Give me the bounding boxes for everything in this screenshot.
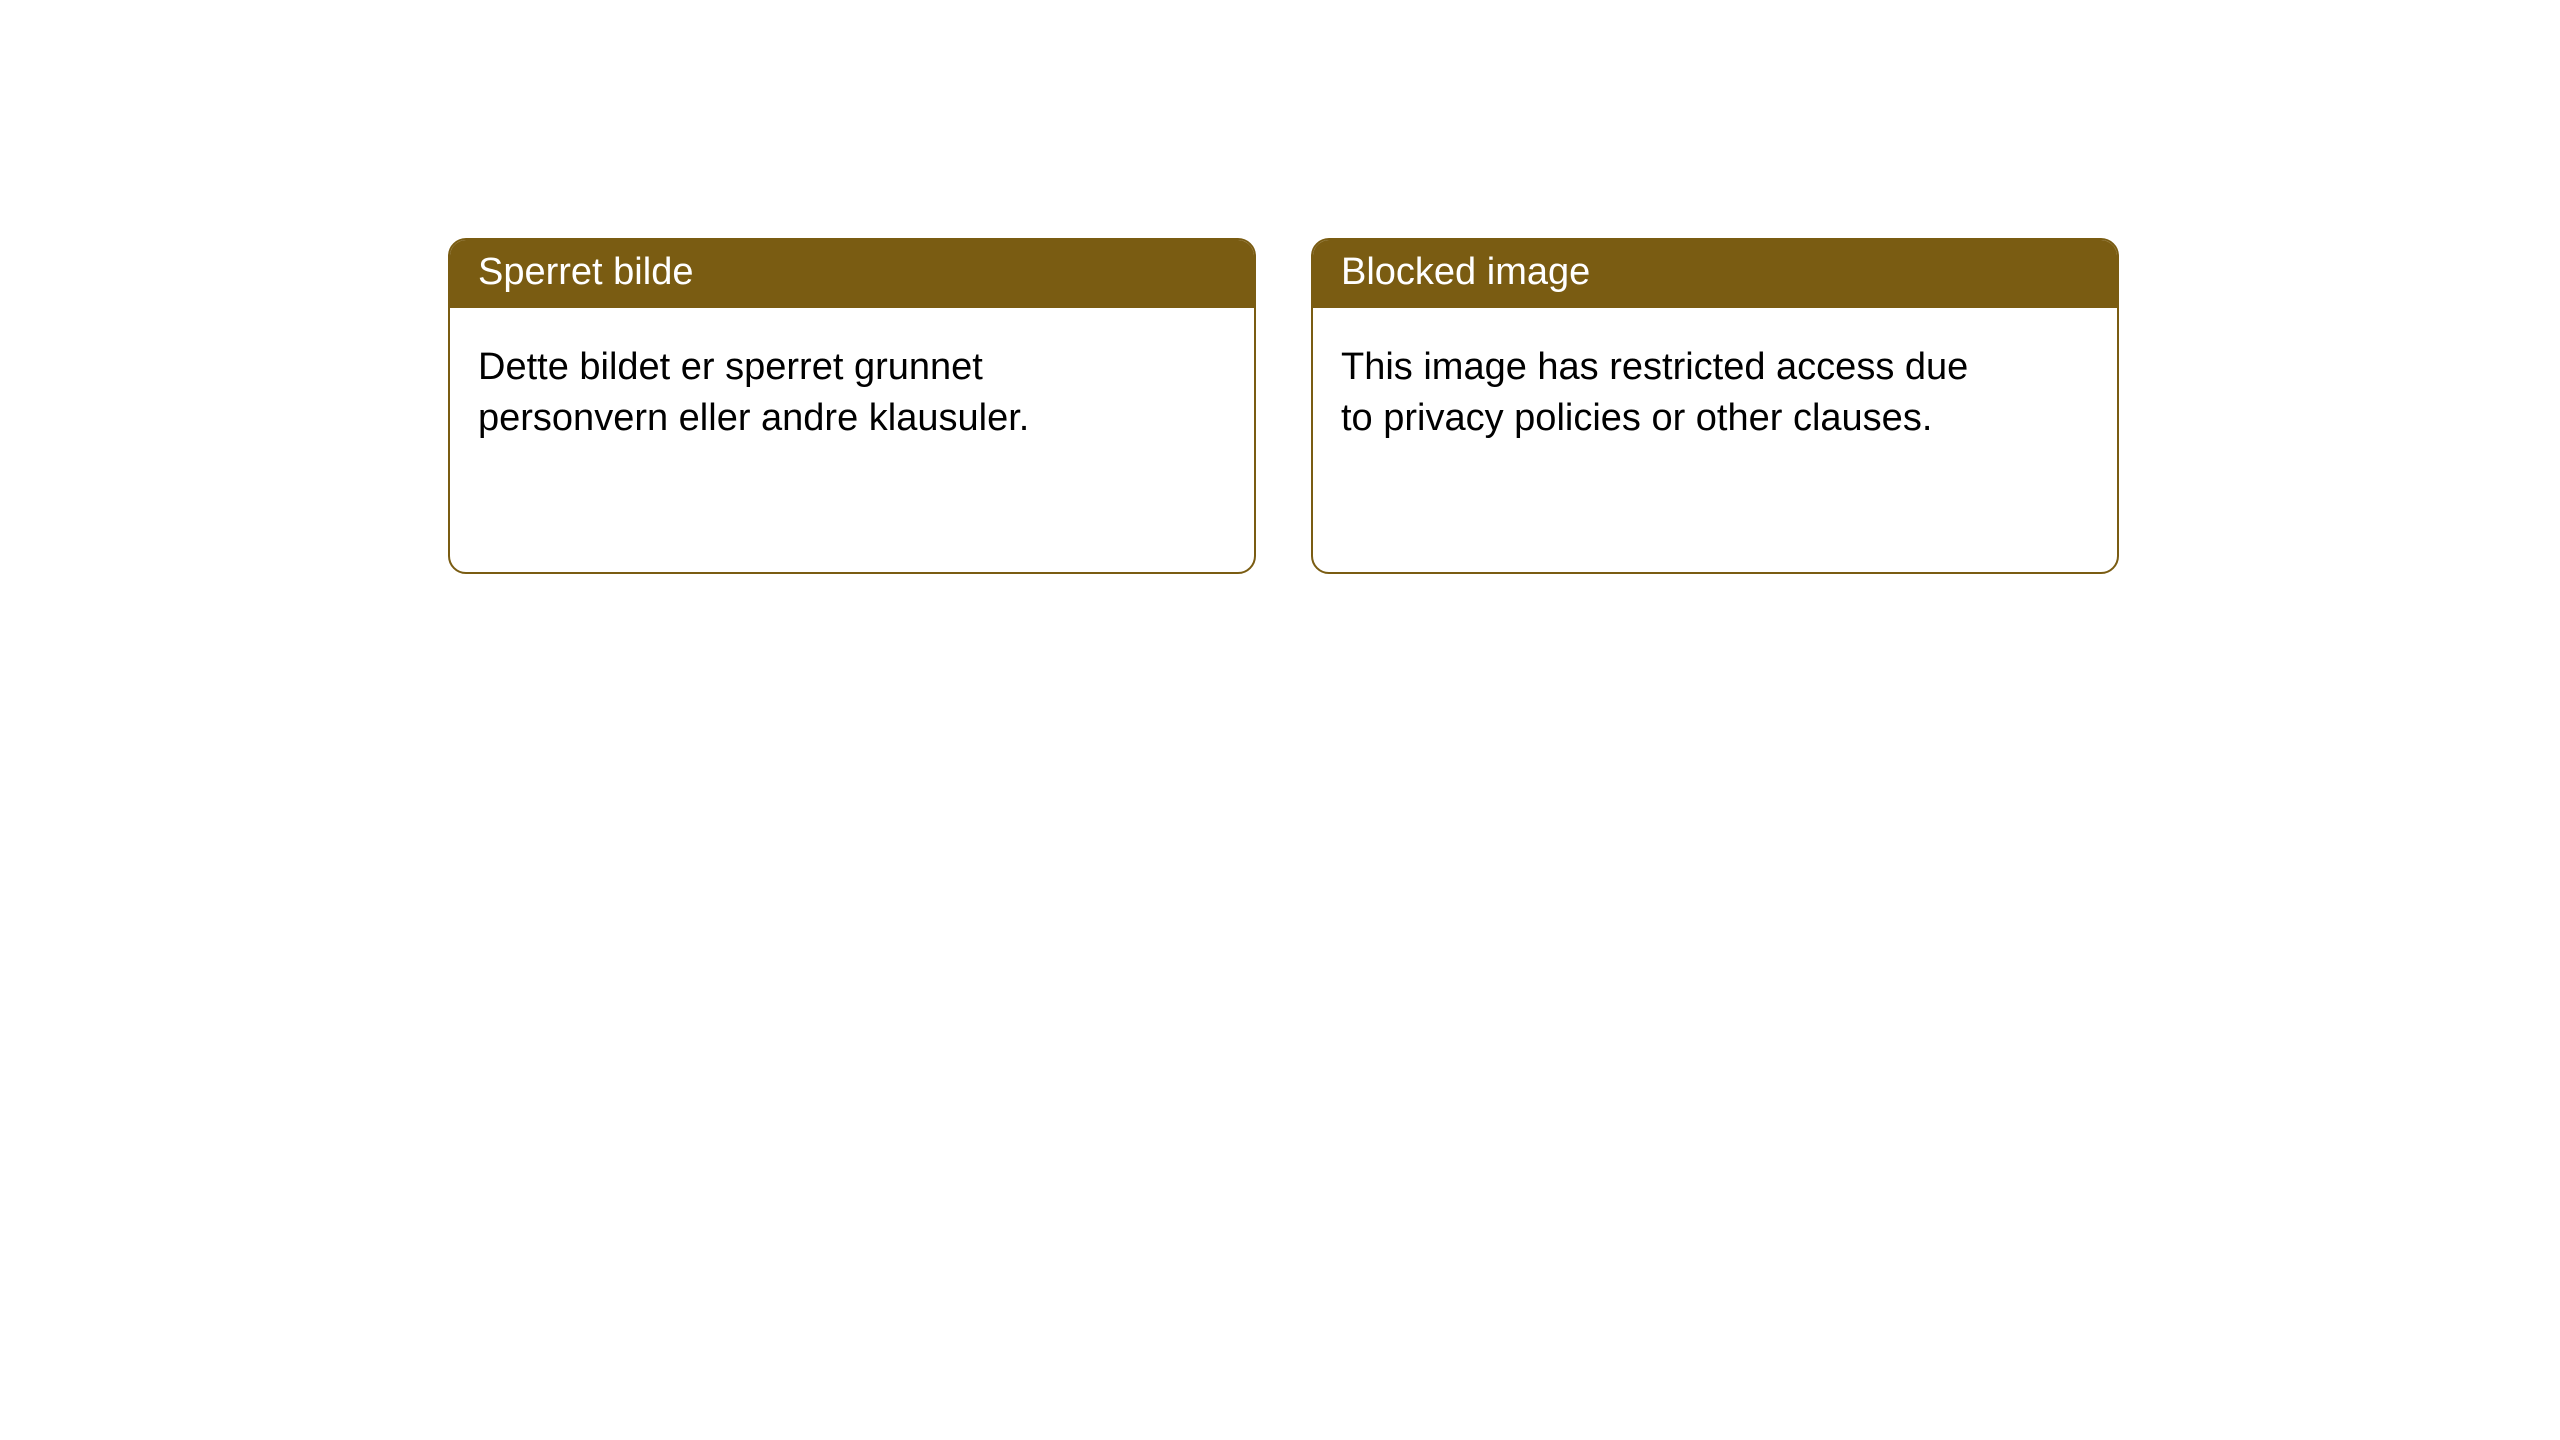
notice-card-body: Dette bildet er sperret grunnet personve… — [450, 308, 1150, 479]
notice-card-title: Sperret bilde — [450, 240, 1254, 308]
notice-container: Sperret bilde Dette bildet er sperret gr… — [0, 0, 2560, 574]
notice-card-english: Blocked image This image has restricted … — [1311, 238, 2119, 574]
notice-card-norwegian: Sperret bilde Dette bildet er sperret gr… — [448, 238, 1256, 574]
notice-card-body: This image has restricted access due to … — [1313, 308, 2013, 479]
notice-card-title: Blocked image — [1313, 240, 2117, 308]
